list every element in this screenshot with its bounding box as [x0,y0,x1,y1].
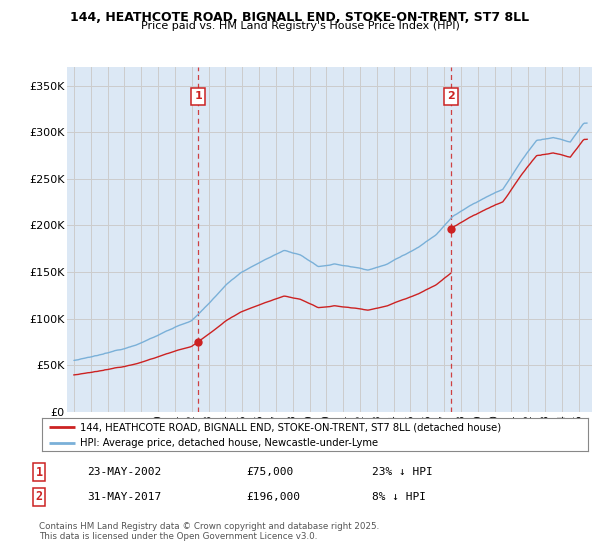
Text: 1: 1 [35,465,43,479]
Text: 31-MAY-2017: 31-MAY-2017 [87,492,161,502]
Text: 2: 2 [35,490,43,503]
Text: 8% ↓ HPI: 8% ↓ HPI [372,492,426,502]
Text: £196,000: £196,000 [246,492,300,502]
Text: 23-MAY-2002: 23-MAY-2002 [87,467,161,477]
Text: 144, HEATHCOTE ROAD, BIGNALL END, STOKE-ON-TRENT, ST7 8LL (detached house): 144, HEATHCOTE ROAD, BIGNALL END, STOKE-… [80,422,502,432]
Text: HPI: Average price, detached house, Newcastle-under-Lyme: HPI: Average price, detached house, Newc… [80,438,379,447]
Text: Contains HM Land Registry data © Crown copyright and database right 2025.
This d: Contains HM Land Registry data © Crown c… [39,522,379,542]
Text: 2: 2 [447,91,455,101]
Text: 1: 1 [194,91,202,101]
Text: Price paid vs. HM Land Registry's House Price Index (HPI): Price paid vs. HM Land Registry's House … [140,21,460,31]
Text: 23% ↓ HPI: 23% ↓ HPI [372,467,433,477]
Text: 144, HEATHCOTE ROAD, BIGNALL END, STOKE-ON-TRENT, ST7 8LL: 144, HEATHCOTE ROAD, BIGNALL END, STOKE-… [70,11,530,24]
Text: £75,000: £75,000 [246,467,293,477]
